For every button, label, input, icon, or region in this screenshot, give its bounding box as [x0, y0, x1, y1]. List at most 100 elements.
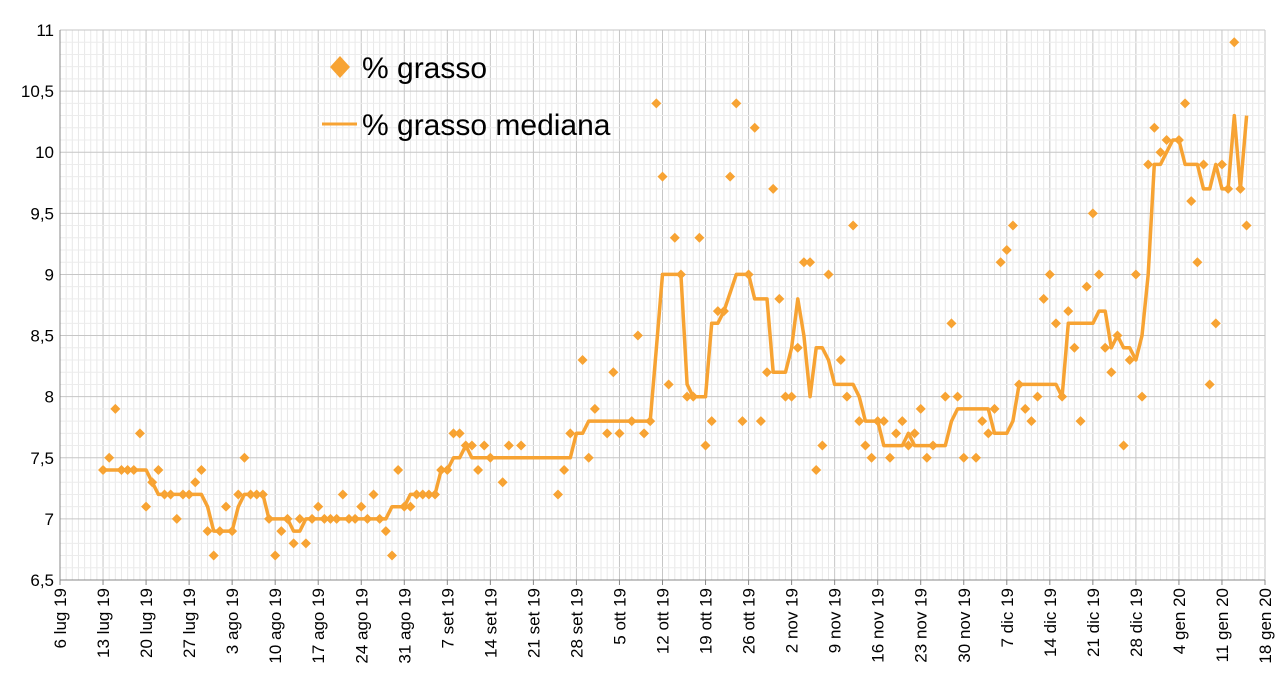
scatter-point [122, 465, 133, 475]
scatter-point [177, 489, 188, 500]
scatter-point [897, 416, 908, 427]
scatter-point [165, 489, 176, 500]
x-tick-label: 28 set 19 [567, 588, 586, 658]
scatter-point [1014, 379, 1025, 390]
y-tick-label: 7,5 [30, 449, 54, 468]
scatter-point [1100, 342, 1111, 353]
scatter-point [393, 465, 404, 475]
scatter-point [559, 465, 570, 475]
scatter-point [946, 318, 957, 329]
scatter-point [1173, 135, 1184, 145]
scatter-point [276, 526, 287, 537]
scatter-point [700, 440, 711, 451]
y-axis-labels: 6,5 7 7,5 8 8,5 9 9,5 10 10,5 11 [21, 21, 54, 590]
scatter-point [350, 513, 361, 524]
scatter-point [762, 367, 773, 378]
x-tick-label: 14 dic 19 [1041, 588, 1060, 657]
scatter-point [725, 171, 736, 182]
scatter-point [227, 526, 238, 537]
scatter-point [1057, 391, 1068, 402]
scatter-point [171, 513, 182, 524]
scatter-point [1124, 355, 1135, 365]
scatter-point [552, 489, 563, 500]
scatter-point [1223, 183, 1234, 194]
scatter-point [860, 440, 871, 451]
x-tick-label: 16 nov 19 [869, 588, 888, 663]
scatter-point [694, 232, 705, 243]
y-tick-label: 8,5 [30, 327, 54, 346]
scatter-point [1001, 245, 1012, 255]
y-tick-label: 10,5 [21, 82, 54, 101]
scatter-point [854, 416, 865, 427]
scatter-point [608, 367, 619, 378]
y-tick-label: 10 [35, 143, 54, 162]
scatter-point [952, 391, 963, 402]
scatter-point [755, 416, 766, 427]
scatter-point [245, 489, 256, 500]
scatter-point [1007, 220, 1018, 231]
scatter-point [190, 477, 201, 488]
scatter-point [675, 269, 686, 280]
scatter-point [971, 452, 982, 463]
scatter-point [983, 428, 994, 439]
scatter-point [362, 513, 373, 524]
scatter-point [356, 501, 367, 512]
legend-label-mediana: % grasso mediana [362, 109, 611, 142]
scatter-point [632, 330, 643, 341]
y-tick-label: 8 [45, 388, 54, 407]
scatter-point [915, 403, 926, 414]
scatter-point [98, 465, 109, 475]
x-tick-label: 11 gen 20 [1213, 588, 1232, 662]
scatter-point [1106, 367, 1117, 378]
x-tick-label: 24 ago 19 [352, 588, 371, 664]
x-tick-label: 26 ott 19 [740, 588, 759, 654]
scatter-point [497, 477, 508, 488]
scatter-point [466, 440, 477, 451]
scatter-point [774, 293, 785, 304]
scatter-point [1026, 416, 1037, 427]
x-tick-label: 23 nov 19 [912, 588, 931, 663]
x-tick-label: 5 ott 19 [610, 588, 629, 645]
scatter-point [1044, 269, 1055, 280]
scatter-point [626, 416, 637, 427]
scatter-point [485, 452, 496, 463]
scatter-point [565, 428, 576, 439]
scatter-point [1020, 403, 1031, 414]
scatter-point [1137, 391, 1148, 402]
x-tick-label: 14 set 19 [481, 588, 500, 658]
scatter-point [282, 513, 293, 524]
scatter-point [1186, 196, 1197, 207]
scatter-point [835, 355, 846, 365]
y-tick-label: 9,5 [30, 204, 54, 223]
scatter-point [479, 440, 490, 451]
scatter-point [264, 513, 275, 524]
scatter-point [1204, 379, 1215, 390]
scatter-point [319, 513, 330, 524]
scatter-point [712, 306, 723, 317]
scatter-point [251, 489, 262, 500]
scatter-point [368, 489, 379, 500]
scatter-point [1143, 159, 1154, 170]
scatter-point [208, 550, 219, 561]
legend-diamond-icon [330, 56, 350, 78]
scatter-point [460, 440, 471, 451]
scatter-point [436, 465, 447, 475]
scatter-point [928, 440, 939, 451]
scatter-point [792, 342, 803, 353]
scatter-point [780, 391, 791, 402]
scatter-point [848, 220, 859, 231]
scatter-point [921, 452, 932, 463]
scatter-point [872, 416, 883, 427]
scatter-point [141, 501, 152, 512]
x-tick-label: 19 ott 19 [697, 588, 716, 654]
scatter-point [798, 257, 809, 268]
scatter-point [1069, 342, 1080, 353]
scatter-point [313, 501, 324, 512]
scatter-point [614, 428, 625, 439]
y-tick-label: 11 [36, 21, 54, 40]
scatter-point [731, 98, 742, 109]
scatter-point [1216, 159, 1227, 170]
scatter-point [110, 403, 121, 414]
scatter-point [343, 513, 354, 524]
scatter-point [1094, 269, 1105, 280]
